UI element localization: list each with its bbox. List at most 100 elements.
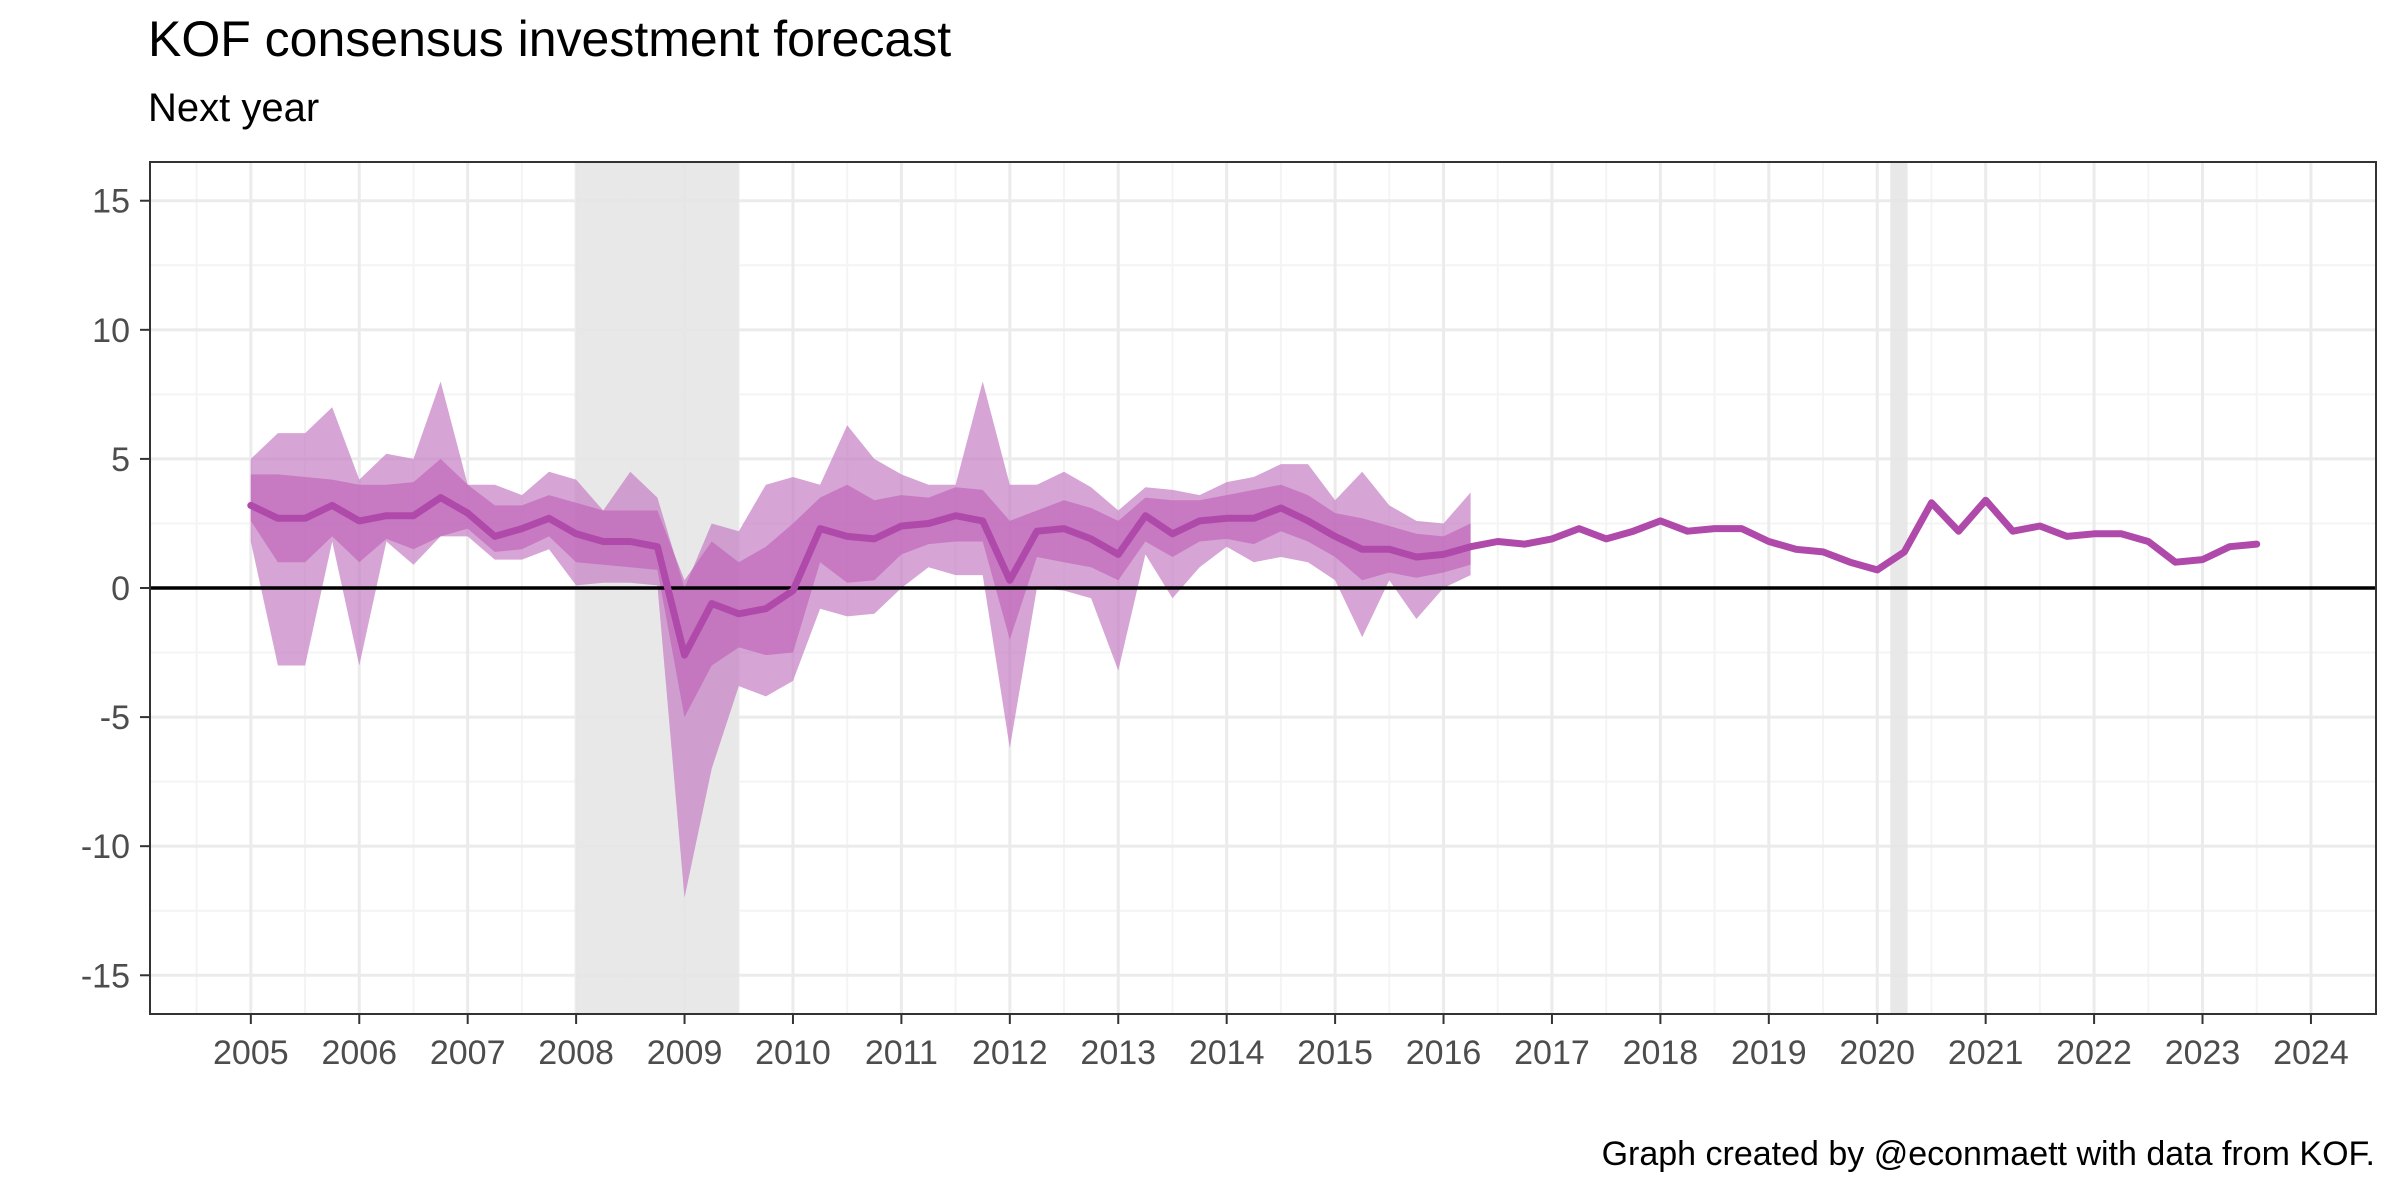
x-tick-label: 2007 [430, 1034, 506, 1072]
data-point [765, 608, 767, 610]
data-point [1063, 528, 1065, 530]
data-point [1985, 499, 1987, 501]
data-point [2229, 546, 2231, 548]
data-point [412, 515, 414, 517]
data-point [1470, 546, 1472, 548]
data-point [1605, 538, 1607, 540]
data-point [792, 590, 794, 592]
data-point [1659, 520, 1661, 522]
forecast-series [247, 494, 2261, 659]
data-point [1497, 541, 1499, 543]
data-point [602, 541, 604, 543]
data-point [2202, 559, 2204, 561]
x-tick-label: 2018 [1623, 1034, 1699, 1072]
data-point [1876, 569, 1878, 571]
data-point [2174, 561, 2176, 563]
data-point [1714, 528, 1716, 530]
data-point [873, 538, 875, 540]
data-point [1199, 520, 1201, 522]
data-point [1795, 548, 1797, 550]
x-tick-label: 2017 [1514, 1034, 1590, 1072]
data-point [1524, 543, 1526, 545]
x-tick-label: 2006 [321, 1034, 397, 1072]
x-tick-label: 2020 [1839, 1034, 1915, 1072]
y-tick-label: -5 [100, 699, 130, 737]
x-tick-label: 2021 [1948, 1034, 2024, 1072]
data-point [1903, 551, 1905, 553]
x-tick-label: 2005 [213, 1034, 289, 1072]
data-point [1443, 553, 1445, 555]
data-point [548, 517, 550, 519]
data-point [1768, 541, 1770, 543]
data-point [1551, 538, 1553, 540]
data-point [1307, 520, 1309, 522]
y-tick-label: -10 [81, 828, 130, 866]
data-point [304, 517, 306, 519]
data-point [846, 535, 848, 537]
data-point [1822, 551, 1824, 553]
data-point [955, 515, 957, 517]
data-point [521, 528, 523, 530]
data-point [494, 535, 496, 537]
data-point [1415, 556, 1417, 558]
data-point [1849, 561, 1851, 563]
data-point [2012, 530, 2014, 532]
x-tick-label: 2024 [2273, 1034, 2349, 1072]
x-tick-label: 2009 [647, 1034, 723, 1072]
data-point [1171, 533, 1173, 535]
data-point [331, 504, 333, 506]
data-point [819, 528, 821, 530]
data-point [1388, 548, 1390, 550]
data-point [250, 504, 252, 506]
x-tick-label: 2008 [538, 1034, 614, 1072]
y-tick-label: 5 [111, 441, 130, 479]
y-axis: -15 -10 -5 0 5 10 15 [81, 183, 150, 995]
x-tick-label: 2015 [1297, 1034, 1373, 1072]
data-point [1226, 517, 1228, 519]
data-point [2147, 541, 2149, 543]
data-point [358, 520, 360, 522]
data-point [684, 654, 686, 656]
x-axis: 2005 2006 2007 2008 2009 2010 2011 2012 2013 2014… [213, 1014, 2349, 1072]
data-point [1036, 530, 1038, 532]
chart-title: KOF consensus investment forecast [148, 11, 952, 67]
data-point [1144, 515, 1146, 517]
series-line [247, 494, 2261, 659]
y-tick-label: 15 [92, 183, 130, 221]
data-point [1253, 517, 1255, 519]
x-tick-label: 2011 [865, 1034, 938, 1072]
data-point [1334, 535, 1336, 537]
data-point [1958, 530, 1960, 532]
x-tick-label: 2023 [2165, 1034, 2241, 1072]
data-point [1686, 530, 1688, 532]
y-tick-label: -15 [81, 957, 130, 995]
data-point [2039, 525, 2041, 527]
data-point [982, 520, 984, 522]
data-point [656, 546, 658, 548]
data-point [2093, 533, 2095, 535]
data-point [575, 533, 577, 535]
x-tick-label: 2022 [2056, 1034, 2132, 1072]
data-point [467, 512, 469, 514]
data-point [2120, 533, 2122, 535]
x-tick-label: 2016 [1406, 1034, 1482, 1072]
data-point [1117, 553, 1119, 555]
data-point [1361, 548, 1363, 550]
chart-caption: Graph created by @econmaett with data fr… [1601, 1135, 2375, 1173]
data-point [1741, 528, 1743, 530]
data-point [277, 517, 279, 519]
data-point [1930, 502, 1932, 504]
x-tick-label: 2019 [1731, 1034, 1807, 1072]
x-tick-label: 2010 [755, 1034, 831, 1072]
data-point [440, 497, 442, 499]
data-point [2256, 543, 2258, 545]
data-point [1090, 538, 1092, 540]
data-point [1632, 530, 1634, 532]
data-point [928, 522, 930, 524]
data-point [1578, 528, 1580, 530]
data-point [1009, 579, 1011, 581]
x-tick-label: 2013 [1080, 1034, 1156, 1072]
data-point [1280, 507, 1282, 509]
x-tick-label: 2014 [1189, 1034, 1265, 1072]
